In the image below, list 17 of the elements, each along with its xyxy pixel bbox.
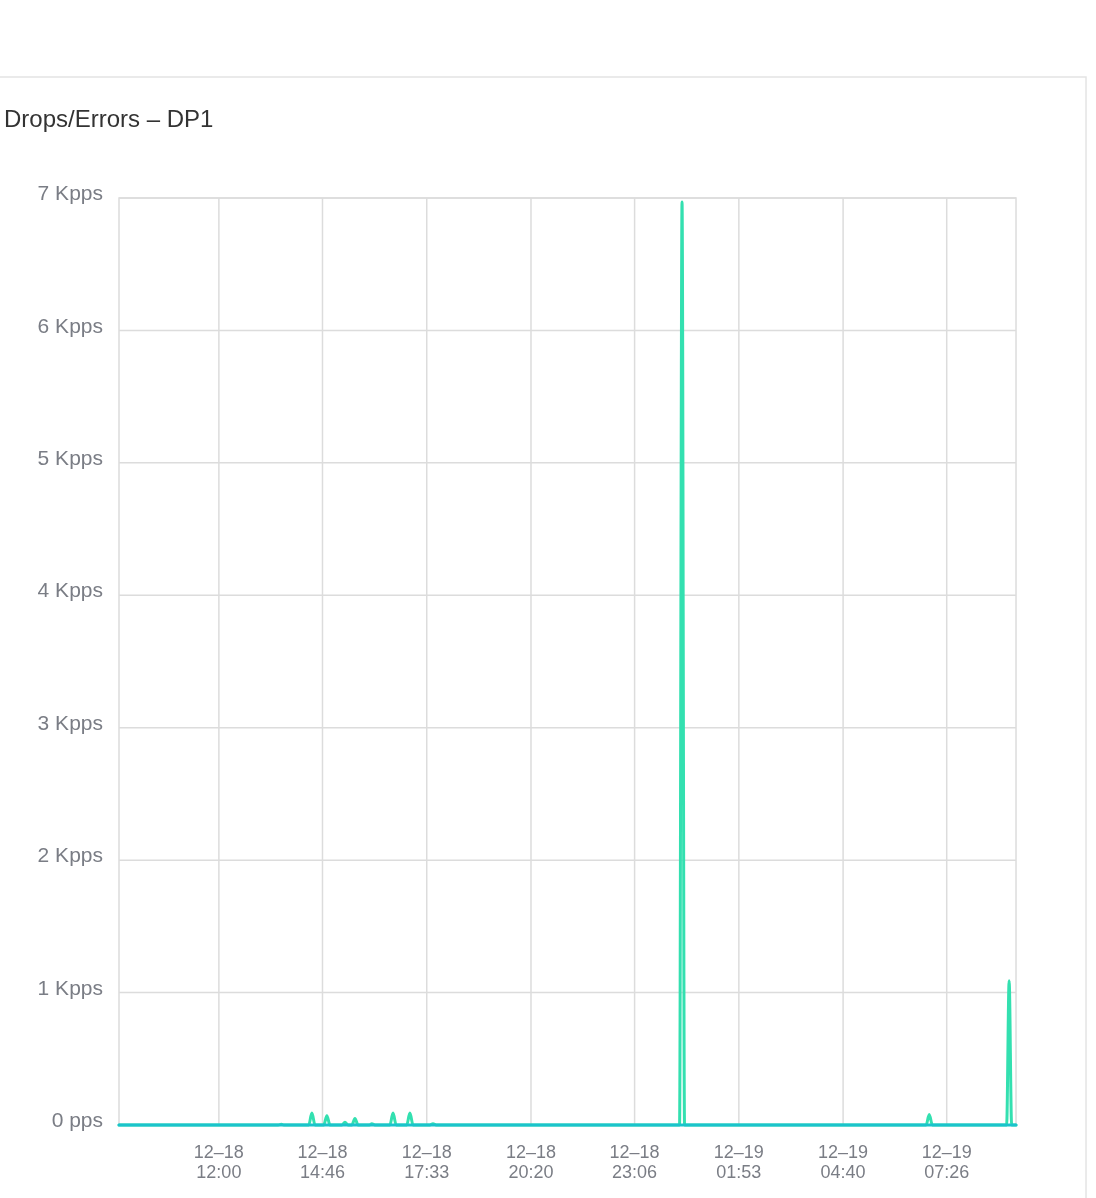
x-tick-label: 12–18 12:00 [193,1142,244,1182]
y-tick-label: 0 pps [51,1108,103,1132]
y-tick-label: 4 Kpps [37,578,103,602]
y-tick-label: 5 Kpps [37,445,103,469]
x-tick-label: 12–18 20:20 [505,1142,557,1182]
x-tick-label: 12–18 14:46 [297,1142,348,1182]
x-tick-label: 12–19 01:53 [713,1142,764,1182]
x-tick-label: 12–18 17:33 [401,1142,452,1182]
x-tick-label: 12–19 04:40 [818,1142,869,1182]
x-tick-label: 12–19 07:26 [921,1142,972,1182]
chart-title: Drops/Errors – DP1 [4,105,214,132]
y-tick-label: 3 Kpps [37,710,103,734]
x-tick-label: 12–18 23:06 [609,1142,660,1182]
y-tick-label: 7 Kpps [37,181,103,205]
y-tick-label: 2 Kpps [37,843,103,867]
y-tick-label: 1 Kpps [37,975,103,999]
y-tick-label: 6 Kpps [37,313,103,337]
